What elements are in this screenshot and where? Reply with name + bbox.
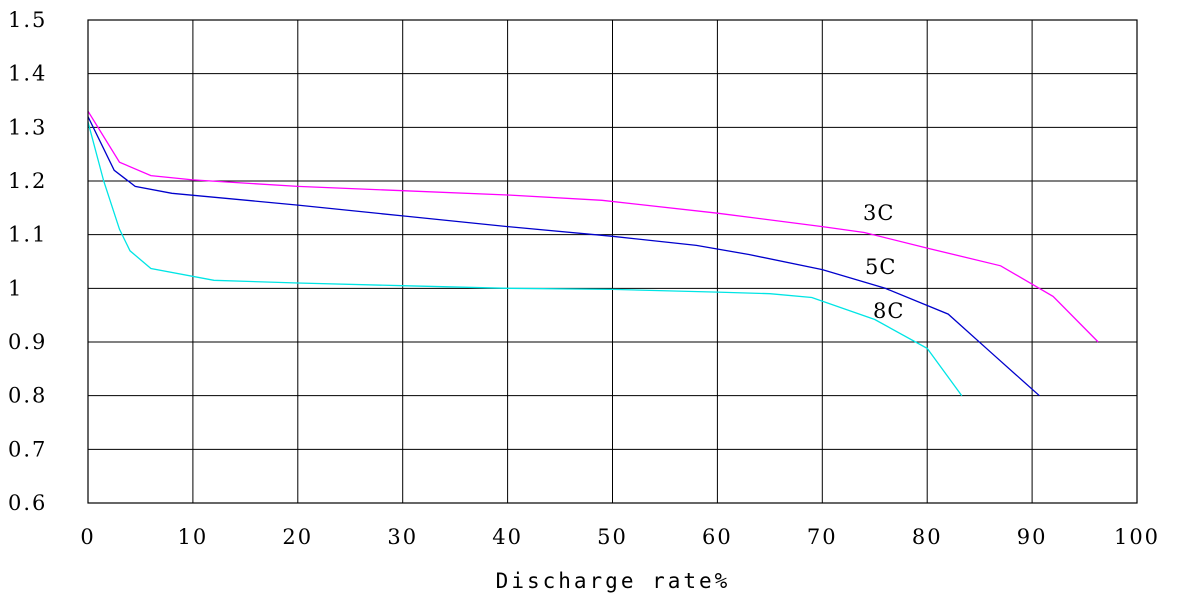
series-label-5c: 5C	[865, 255, 896, 279]
y-tick-label: 0.7	[8, 437, 47, 461]
y-tick-labels: 0.6 0.7 0.8 0.9 1 1.1 1.2 1.3 1.4 1.5	[8, 8, 47, 515]
x-tick-label: 70	[807, 525, 838, 549]
x-tick-label: 80	[912, 525, 943, 549]
y-tick-label: 0.8	[8, 384, 47, 408]
y-tick-label: 0.9	[8, 330, 47, 354]
grid	[87, 19, 1138, 504]
x-tick-label: 30	[387, 525, 418, 549]
x-tick-label: 90	[1017, 525, 1048, 549]
series-labels: 3C 5C 8C	[863, 201, 904, 323]
y-tick-label: 1.5	[8, 8, 47, 32]
x-tick-label: 10	[178, 525, 209, 549]
y-tick-label: 1.2	[8, 169, 47, 193]
y-tick-label: 1.1	[8, 223, 47, 247]
series-line-8c	[87, 121, 963, 397]
plot-frame	[87, 19, 1138, 504]
x-tick-label: 0	[80, 525, 95, 549]
x-tick-label: 20	[282, 525, 313, 549]
series-label-3c: 3C	[863, 201, 894, 225]
x-tick-label: 50	[597, 525, 628, 549]
y-tick-label: 0.6	[8, 491, 47, 515]
series-layer	[87, 110, 1099, 397]
y-tick-label: 1	[8, 276, 23, 300]
x-tick-label: 60	[702, 525, 733, 549]
x-tick-label: 40	[492, 525, 523, 549]
y-tick-label: 1.3	[8, 115, 47, 139]
series-line-5c	[87, 116, 1040, 397]
series-label-8c: 8C	[873, 299, 904, 323]
x-tick-labels: 0 10 20 30 40 50 60 70 80 90 100	[80, 525, 1160, 549]
x-tick-label: 100	[1114, 525, 1160, 549]
x-axis-title: Discharge rate%	[496, 569, 731, 593]
y-tick-label: 1.4	[8, 62, 47, 86]
series-line-3c	[87, 110, 1099, 343]
